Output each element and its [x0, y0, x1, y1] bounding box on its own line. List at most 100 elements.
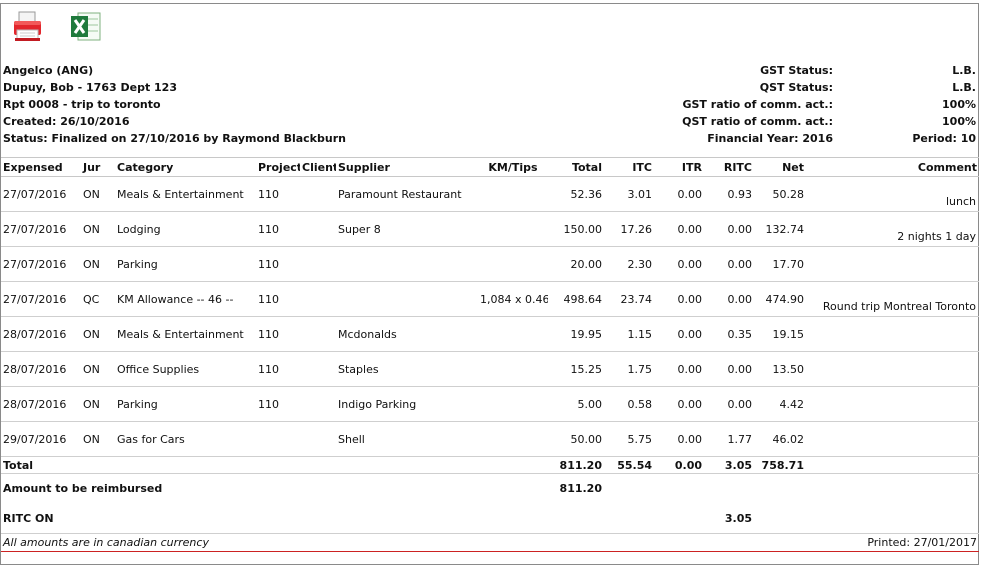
qst-ratio-value: 100% — [942, 115, 976, 128]
cell-itr: 0.00 — [654, 211, 704, 247]
ritc-on-empty — [754, 503, 979, 534]
cell-date: 29/07/2016 — [1, 421, 81, 457]
cell-project: 110 — [256, 176, 300, 212]
col-supplier: Supplier — [336, 157, 478, 177]
total-comment-empty — [806, 456, 979, 474]
gst-status-label: GST Status: — [760, 64, 833, 77]
qst-ratio-label: QST ratio of comm. act.: — [682, 115, 833, 128]
cell-jur: ON — [81, 386, 115, 422]
col-km-tips: KM/Tips — [478, 157, 548, 177]
cell-category: Parking — [115, 246, 256, 282]
cell-km — [478, 316, 548, 352]
excel-export-button[interactable] — [69, 10, 103, 44]
cell-km — [478, 386, 548, 422]
col-ritc: RITC — [704, 157, 754, 177]
cell-ritc: 0.00 — [704, 281, 754, 317]
cell-net: 132.74 — [754, 211, 806, 247]
cell-total: 52.36 — [548, 176, 604, 212]
cell-date: 28/07/2016 — [1, 351, 81, 387]
cell-supplier: Staples — [336, 351, 478, 387]
cell-client — [300, 386, 336, 422]
cell-project: 110 — [256, 246, 300, 282]
currency-note: All amounts are in canadian currency — [1, 533, 654, 552]
cell-jur: ON — [81, 176, 115, 212]
cell-client — [300, 316, 336, 352]
cell-total: 15.25 — [548, 351, 604, 387]
cell-net: 13.50 — [754, 351, 806, 387]
cell-date: 27/07/2016 — [1, 246, 81, 282]
cell-comment — [806, 351, 979, 387]
print-button[interactable] — [11, 10, 45, 44]
period-value: Period: 10 — [912, 132, 976, 145]
cell-project: 110 — [256, 351, 300, 387]
cell-comment: 2 nights 1 day — [806, 211, 979, 247]
footer-row: All amounts are in canadian currency Pri… — [1, 533, 979, 552]
cell-supplier: Mcdonalds — [336, 316, 478, 352]
financial-year: Financial Year: 2016 — [707, 132, 833, 145]
cell-itr: 0.00 — [654, 246, 704, 282]
cell-client — [300, 351, 336, 387]
col-comment: Comment — [806, 157, 979, 177]
report-frame: Angelco (ANG) Dupuy, Bob - 1763 Dept 123… — [0, 3, 979, 565]
cell-category: Meals & Entertainment — [115, 176, 256, 212]
cell-comment: Round trip Montreal Toronto — [806, 281, 979, 317]
cell-supplier — [336, 281, 478, 317]
cell-jur: ON — [81, 246, 115, 282]
cell-ritc: 0.00 — [704, 246, 754, 282]
cell-itr: 0.00 — [654, 281, 704, 317]
reimburse-row: Amount to be reimbursed 811.20 — [1, 474, 979, 504]
cell-date: 28/07/2016 — [1, 316, 81, 352]
cell-itc: 0.58 — [604, 386, 654, 422]
cell-date: 27/07/2016 — [1, 176, 81, 212]
table-row: 28/07/2016 ON Office Supplies 110 Staple… — [1, 351, 979, 387]
excel-icon — [71, 12, 101, 41]
reimburse-label: Amount to be reimbursed — [3, 482, 163, 496]
qst-status-value: L.B. — [952, 81, 976, 94]
cell-ritc: 0.93 — [704, 176, 754, 212]
cell-client — [300, 176, 336, 212]
col-net: Net — [754, 157, 806, 177]
cell-net: 46.02 — [754, 421, 806, 457]
cell-km — [478, 176, 548, 212]
company-name: Angelco (ANG) — [3, 64, 94, 77]
cell-supplier: Paramount Restaurant — [336, 176, 478, 212]
cell-client — [300, 421, 336, 457]
cell-ritc: 0.00 — [704, 351, 754, 387]
cell-net: 50.28 — [754, 176, 806, 212]
col-client: Client — [300, 157, 336, 177]
table-header-row: Expensed Jur Category Project Client Sup… — [1, 157, 979, 177]
expense-table: Expensed Jur Category Project Client Sup… — [1, 157, 979, 552]
cell-itc: 5.75 — [604, 421, 654, 457]
cell-category: Parking — [115, 386, 256, 422]
cell-total: 150.00 — [548, 211, 604, 247]
cell-total: 5.00 — [548, 386, 604, 422]
table-row: 27/07/2016 ON Parking 110 20.00 2.30 0.0… — [1, 246, 979, 282]
cell-net: 474.90 — [754, 281, 806, 317]
cell-itr: 0.00 — [654, 316, 704, 352]
cell-net: 4.42 — [754, 386, 806, 422]
cell-total: 19.95 — [548, 316, 604, 352]
cell-total: 20.00 — [548, 246, 604, 282]
cell-comment: lunch — [806, 176, 979, 212]
cell-itr: 0.00 — [654, 351, 704, 387]
cell-project: 110 — [256, 386, 300, 422]
cell-itr: 0.00 — [654, 421, 704, 457]
cell-km — [478, 421, 548, 457]
qst-status-label: QST Status: — [759, 81, 833, 94]
cell-jur: ON — [81, 316, 115, 352]
table-row: 28/07/2016 ON Parking 110 Indigo Parking… — [1, 386, 979, 422]
cell-itc: 1.15 — [604, 316, 654, 352]
report-title: Rpt 0008 - trip to toronto — [3, 98, 161, 111]
cell-net: 17.70 — [754, 246, 806, 282]
cell-project: 110 — [256, 211, 300, 247]
ritc-on-row: RITC ON 3.05 — [1, 503, 979, 534]
cell-date: 28/07/2016 — [1, 386, 81, 422]
created-date: Created: 26/10/2016 — [3, 115, 130, 128]
cell-supplier: Super 8 — [336, 211, 478, 247]
cell-date: 27/07/2016 — [1, 281, 81, 317]
cell-supplier: Shell — [336, 421, 478, 457]
cell-category: Office Supplies — [115, 351, 256, 387]
col-jur: Jur — [81, 157, 115, 177]
cell-comment — [806, 246, 979, 282]
cell-ritc: 0.00 — [704, 386, 754, 422]
